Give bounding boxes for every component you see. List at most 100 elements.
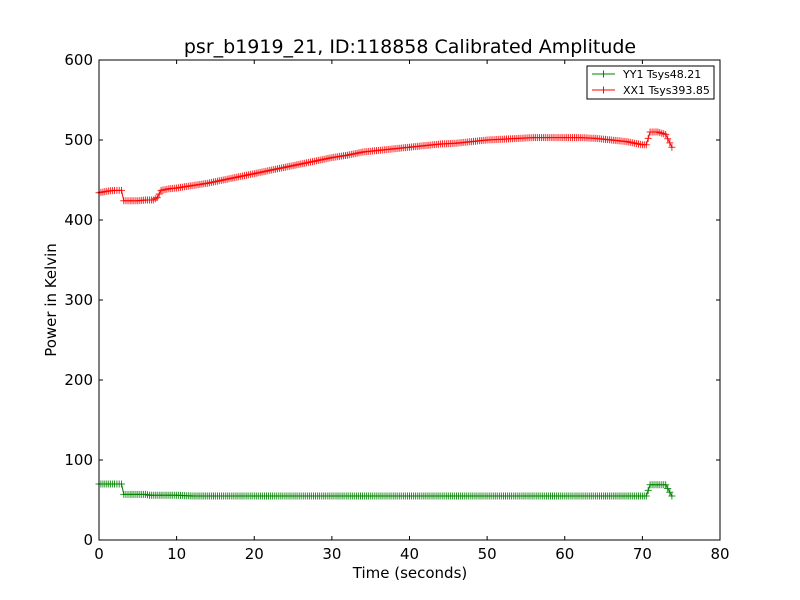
- legend-label-yy1: YY1 Tsys48.21: [622, 68, 701, 81]
- data-point: [137, 200, 139, 202]
- data-point: [408, 146, 411, 148]
- data-point: [168, 188, 170, 190]
- data-point: [331, 156, 333, 159]
- x-tick-label: 0: [94, 545, 104, 563]
- data-point: [175, 187, 178, 189]
- data-point: [346, 154, 349, 156]
- data-point: [486, 139, 488, 141]
- data-point: [548, 136, 550, 139]
- legend-marker-yy1: [600, 70, 607, 78]
- data-point: [156, 196, 158, 199]
- data-point: [144, 493, 147, 496]
- y-tick-label: 500: [64, 131, 93, 149]
- data-point: [664, 133, 667, 136]
- data-point: [129, 200, 131, 202]
- series-0: [95, 480, 676, 500]
- data-point: [486, 495, 488, 497]
- data-point: [641, 495, 644, 497]
- legend-marker-xx1: [600, 86, 607, 94]
- chart-title: psr_b1919_21, ID:118858 Calibrated Ampli…: [184, 36, 636, 58]
- y-tick-label: 200: [64, 371, 93, 389]
- plot-area: [95, 128, 676, 500]
- x-tick-label: 60: [555, 545, 574, 563]
- data-point: [532, 136, 535, 139]
- data-point: [671, 495, 673, 497]
- data-point: [175, 494, 178, 497]
- data-point: [369, 495, 372, 497]
- x-tick-label: 80: [710, 545, 729, 563]
- data-point: [626, 140, 628, 143]
- data-point: [120, 189, 123, 192]
- data-point: [501, 138, 504, 140]
- data-point: [525, 495, 527, 497]
- data-point: [633, 495, 636, 497]
- data-point: [424, 144, 426, 147]
- data-point: [645, 144, 648, 146]
- legend-box: [586, 65, 715, 100]
- y-tick-label: 300: [64, 291, 93, 309]
- data-point: [657, 131, 659, 133]
- data-point: [633, 142, 636, 144]
- x-tick-label: 10: [167, 545, 186, 563]
- legend-label-xx1: XX1 Tsys393.85: [623, 84, 710, 97]
- x-tick-label: 40: [400, 545, 419, 563]
- data-point: [649, 484, 651, 486]
- data-point: [137, 493, 139, 496]
- data-point: [148, 494, 151, 497]
- data-point: [160, 494, 162, 497]
- data-point: [106, 190, 108, 192]
- data-point: [123, 493, 125, 496]
- x-tick-label: 70: [633, 545, 652, 563]
- data-point: [253, 172, 256, 175]
- data-point: [626, 495, 628, 497]
- data-point: [595, 137, 597, 140]
- series-markers: [95, 128, 676, 205]
- data-point: [602, 495, 605, 497]
- data-point: [610, 139, 613, 141]
- y-tick-label: 100: [64, 451, 93, 469]
- data-point: [237, 176, 240, 178]
- data-point: [377, 149, 380, 152]
- data-point: [144, 199, 147, 201]
- data-point: [292, 495, 294, 497]
- data-point: [123, 200, 125, 202]
- data-point: [641, 144, 644, 146]
- data-point: [191, 495, 193, 497]
- data-point: [269, 169, 271, 172]
- data-point: [160, 189, 162, 192]
- data-point: [113, 189, 116, 192]
- data-point: [622, 495, 624, 497]
- y-tick-label: 600: [64, 51, 93, 69]
- y-tick-label: 400: [64, 211, 93, 229]
- y-axis-label: Power in Kelvin: [42, 243, 60, 357]
- y-tick-label: 0: [83, 531, 93, 549]
- data-point: [657, 484, 659, 486]
- data-point: [564, 495, 566, 497]
- data-point: [649, 131, 651, 133]
- data-point: [129, 493, 131, 496]
- legend: YY1 Tsys48.21 XX1 Tsys393.85: [586, 65, 715, 100]
- data-point: [447, 495, 450, 497]
- data-point: [579, 136, 582, 139]
- data-point: [113, 483, 116, 485]
- data-point: [284, 166, 287, 168]
- data-point: [439, 143, 442, 145]
- series-1: [95, 128, 676, 205]
- data-point: [517, 137, 519, 140]
- data-point: [645, 495, 648, 497]
- data-point: [408, 495, 411, 497]
- data-point: [362, 151, 364, 153]
- data-point: [214, 495, 217, 497]
- data-point: [152, 199, 155, 201]
- data-point: [664, 484, 667, 486]
- data-point: [222, 179, 224, 181]
- plot-frame: [98, 59, 721, 541]
- data-point: [315, 160, 318, 162]
- data-point: [393, 148, 395, 150]
- x-tick-label: 20: [245, 545, 264, 563]
- x-axis-label: Time (seconds): [352, 564, 468, 582]
- data-point: [253, 495, 256, 497]
- data-point: [206, 182, 209, 184]
- data-point: [331, 495, 333, 497]
